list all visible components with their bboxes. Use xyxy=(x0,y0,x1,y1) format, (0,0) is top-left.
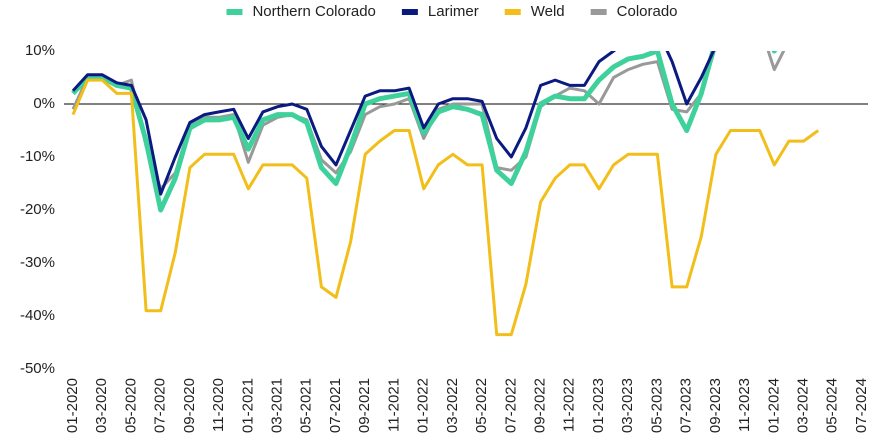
x-tick-label: 03-2021 xyxy=(269,378,286,433)
axes: -50% -40% -30% -20% -10% 0% 10% 01-2020 03-2020 0… xyxy=(20,42,870,433)
x-tick-label: 11-2020 xyxy=(210,378,227,432)
x-tick-label: 09-2023 xyxy=(707,378,724,433)
x-tick-label: 05-2022 xyxy=(473,378,490,433)
x-tick-label: 07-2020 xyxy=(152,378,169,433)
y-tick-label: 10% xyxy=(25,42,55,59)
x-tick-label: 11-2023 xyxy=(736,378,753,432)
y-tick-label: 0% xyxy=(33,95,55,112)
x-tick-label: 07-2022 xyxy=(502,378,519,433)
y-tick-label: -30% xyxy=(20,254,55,271)
x-tick-label: 07-2024 xyxy=(853,378,870,433)
x-tick-label: 05-2023 xyxy=(648,378,665,433)
y-tick-label: -20% xyxy=(20,201,55,218)
plot-area xyxy=(71,51,820,337)
legend-label: Colorado xyxy=(617,3,678,20)
x-tick-label: 09-2020 xyxy=(181,378,198,433)
x-tick-label: 11-2021 xyxy=(385,378,402,432)
x-tick-label: 03-2020 xyxy=(93,378,110,433)
x-tick-label: 07-2021 xyxy=(327,378,344,433)
y-tick-label: -40% xyxy=(20,307,55,324)
x-tick-label: 01-2020 xyxy=(64,378,81,433)
legend: Northern Colorado Larimer Weld Colorado xyxy=(226,3,678,20)
x-tick-label: 01-2024 xyxy=(765,378,782,433)
legend-label: Weld xyxy=(531,3,565,20)
line-series xyxy=(71,51,778,213)
line-series xyxy=(71,78,820,337)
x-tick-label: 09-2021 xyxy=(356,378,373,433)
x-tick-label: 03-2022 xyxy=(444,378,461,433)
legend-label: Northern Colorado xyxy=(252,3,375,20)
x-tick-label: 03-2024 xyxy=(795,378,812,433)
x-tick-label: 01-2021 xyxy=(239,378,256,433)
x-tick-label: 01-2022 xyxy=(415,378,432,433)
x-tick-label: 09-2022 xyxy=(532,378,549,433)
x-tick-label: 01-2023 xyxy=(590,378,607,433)
x-tick-label: 05-2024 xyxy=(824,378,841,433)
x-tick-label: 05-2020 xyxy=(122,378,139,433)
x-tick-label: 11-2022 xyxy=(561,378,578,432)
legend-label: Larimer xyxy=(428,3,479,20)
x-tick-label: 03-2023 xyxy=(619,378,636,433)
x-tick-label: 05-2021 xyxy=(298,378,315,433)
line-series xyxy=(71,51,716,196)
y-tick-label: -50% xyxy=(20,360,55,377)
x-tick-label: 07-2023 xyxy=(678,378,695,433)
y-tick-label: -10% xyxy=(20,148,55,165)
